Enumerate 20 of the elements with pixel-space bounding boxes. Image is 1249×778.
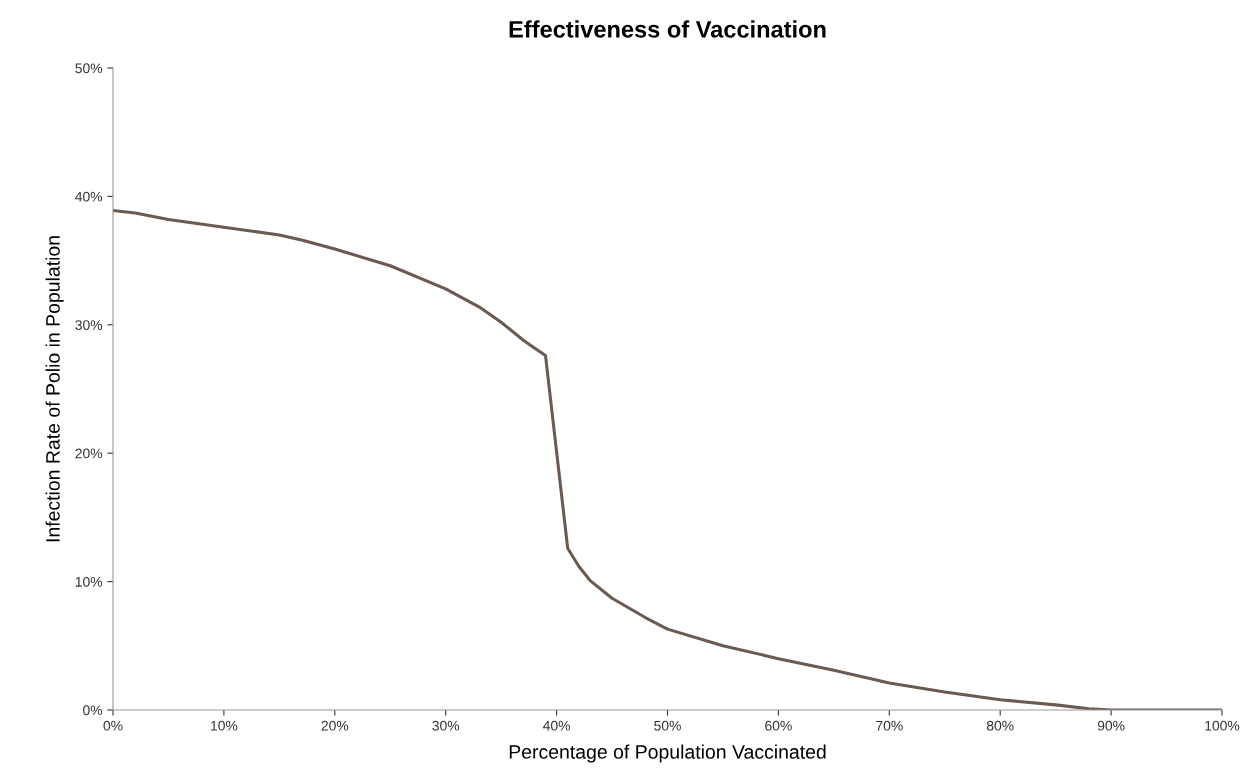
- x-tick-label: 30%: [432, 720, 460, 731]
- y-tick-label: 20%: [75, 448, 103, 459]
- x-tick-label: 0%: [103, 720, 123, 731]
- x-tick-label: 100%: [1205, 720, 1240, 731]
- y-tick-label: 50%: [75, 63, 103, 74]
- x-tick-label: 20%: [321, 720, 349, 731]
- x-tick-label: 90%: [1097, 720, 1125, 731]
- y-tick-label: 10%: [75, 576, 103, 587]
- x-tick-label: 50%: [654, 720, 681, 731]
- y-tick-label: 0%: [83, 705, 103, 716]
- x-tick-label: 40%: [543, 720, 571, 731]
- x-tick-label: 10%: [211, 720, 238, 731]
- x-tick-label: 80%: [986, 720, 1014, 731]
- y-tick-label: 30%: [75, 320, 103, 330]
- x-tick-label: 60%: [765, 720, 792, 731]
- y-tick-label: 40%: [75, 191, 103, 202]
- chart-title: Effectiveness of Vaccination: [509, 20, 826, 38]
- x-tick-label: 70%: [876, 720, 903, 731]
- y-axis-title: Infection Rate of Polio in Population: [45, 236, 64, 542]
- x-axis-title: Percentage of Population Vaccinated: [509, 744, 826, 763]
